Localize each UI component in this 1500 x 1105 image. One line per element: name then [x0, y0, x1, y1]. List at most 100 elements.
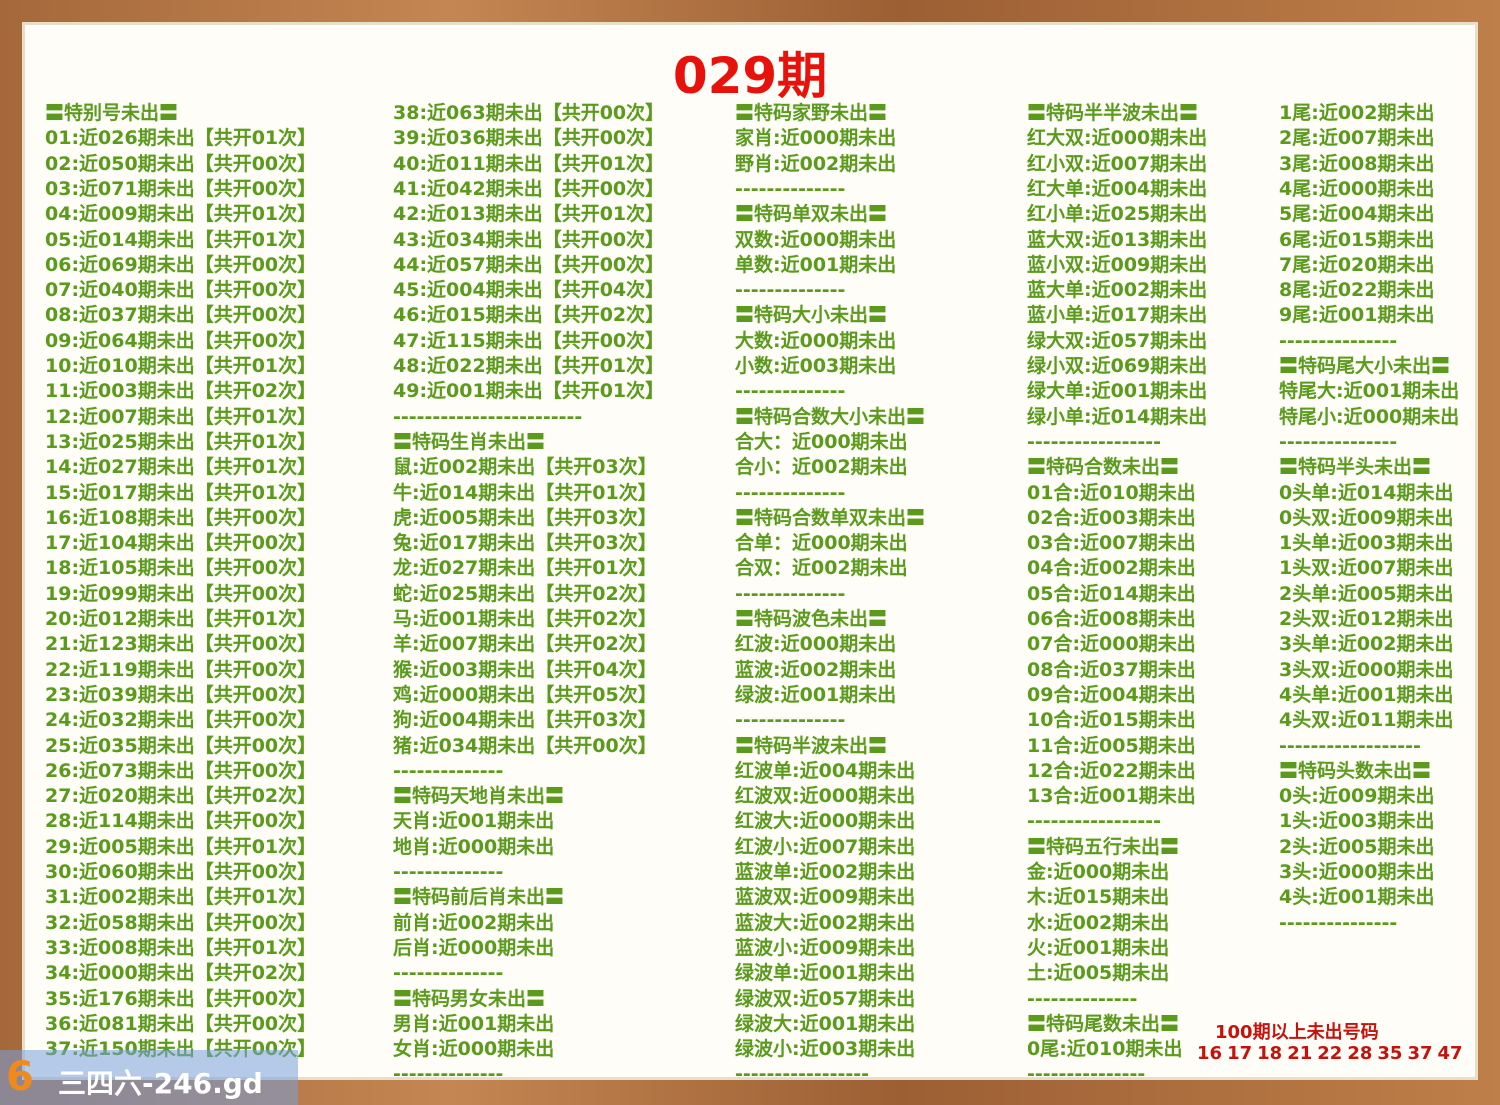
number: 47 — [1437, 1043, 1463, 1064]
line: 10:近010期未出【共开01次】 — [45, 355, 317, 377]
line: 蓝波小:近009期未出 — [735, 936, 916, 959]
line: 蓝波双:近009期未出 — [735, 886, 916, 909]
line: 蓝波:近002期未出 — [735, 658, 897, 681]
line: 1头单:近003期未出 — [1279, 532, 1454, 555]
line: 〓特码生肖未出〓 — [393, 430, 546, 453]
line: 红波大:近000期未出 — [735, 810, 916, 833]
line: 〓特码合数单双未出〓 — [735, 506, 926, 529]
line: 06:近069期未出【共开00次】 — [45, 253, 317, 276]
line: 单数:近001期未出 — [735, 253, 897, 276]
line: 1尾:近002期未出 — [1279, 102, 1435, 124]
line: 蛇:近025期未出【共开02次】 — [393, 582, 657, 605]
line: 〓特码半头未出〓 — [1279, 456, 1432, 479]
line: ----------------- — [1027, 810, 1162, 833]
line: 04合:近002期未出 — [1027, 557, 1196, 580]
line: 绿波:近001期未出 — [735, 683, 897, 706]
line: 合大：近000期未出 — [735, 430, 908, 453]
line: 合双：近002期未出 — [735, 557, 908, 580]
line: -------------- — [1027, 987, 1138, 1010]
line: 绿波小:近003期未出 — [735, 1038, 916, 1061]
line: 火:近001期未出 — [1027, 936, 1170, 959]
line: 3尾:近008期未出 — [1279, 152, 1435, 175]
line: 土:近005期未出 — [1027, 962, 1170, 985]
line: 兔:近017期未出【共开03次】 — [393, 532, 657, 555]
line: 43:近034期未出【共开00次】 — [393, 228, 665, 251]
line: 猴:近003期未出【共开04次】 — [393, 658, 657, 681]
line: 绿小双:近069期未出 — [1027, 355, 1208, 377]
line: 〓特码天地肖未出〓 — [393, 785, 565, 808]
line: 特尾小:近000期未出 — [1279, 405, 1460, 428]
line: 龙:近027期未出【共开01次】 — [393, 557, 657, 580]
line: 05:近014期未出【共开01次】 — [45, 228, 317, 251]
line: 05合:近014期未出 — [1027, 582, 1196, 605]
line: 13:近025期未出【共开01次】 — [45, 430, 317, 453]
line: 4尾:近000期未出 — [1279, 177, 1435, 200]
line: 红大双:近000期未出 — [1027, 127, 1208, 150]
line: -------------- — [393, 962, 504, 985]
line: 虎:近005期未出【共开03次】 — [393, 506, 657, 529]
line: 19:近099期未出【共开00次】 — [45, 582, 317, 605]
number: 18 — [1257, 1043, 1283, 1064]
line: 红波小:近007期未出 — [735, 835, 916, 858]
line: 06合:近008期未出 — [1027, 608, 1196, 630]
line: 〓特码尾数未出〓 — [1027, 1012, 1180, 1035]
line: 4头:近001期未出 — [1279, 886, 1435, 909]
line: -------------- — [735, 279, 846, 302]
line: 蓝大单:近002期未出 — [1027, 279, 1208, 302]
number: 35 — [1377, 1043, 1403, 1064]
line: 8尾:近022期未出 — [1279, 279, 1435, 302]
line: 07合:近000期未出 — [1027, 633, 1196, 656]
line: -------------- — [735, 177, 846, 200]
line: 〓特码半波未出〓 — [735, 734, 888, 757]
line: 〓特码半半波未出〓 — [1027, 102, 1199, 124]
line: 35:近176期未出【共开00次】 — [45, 987, 317, 1010]
line: -------------- — [735, 709, 846, 732]
line: 33:近008期未出【共开01次】 — [45, 936, 317, 959]
line: 0头单:近014期未出 — [1279, 481, 1454, 504]
line: 天肖:近001期未出 — [393, 810, 555, 833]
line: 2尾:近007期未出 — [1279, 127, 1435, 150]
line: 木:近015期未出 — [1027, 886, 1170, 909]
line: 13合:近001期未出 — [1027, 785, 1196, 808]
line: 24:近032期未出【共开00次】 — [45, 709, 317, 732]
line: 25:近035期未出【共开00次】 — [45, 734, 317, 757]
line: 20:近012期未出【共开01次】 — [45, 608, 317, 630]
line: 09合:近004期未出 — [1027, 683, 1196, 706]
line: --------------- — [1279, 430, 1398, 453]
line: 野肖:近002期未出 — [735, 152, 897, 175]
line: 金:近000期未出 — [1027, 861, 1170, 883]
line: 2头双:近012期未出 — [1279, 608, 1454, 630]
line: 红波单:近004期未出 — [735, 759, 916, 782]
line: 大数:近000期未出 — [735, 329, 897, 352]
line: 蓝小双:近009期未出 — [1027, 253, 1208, 276]
line: 〓特别号未出〓 — [45, 102, 179, 124]
line: 16:近108期未出【共开00次】 — [45, 506, 317, 529]
number: 22 — [1317, 1043, 1343, 1064]
panel — [22, 22, 1478, 1080]
line: 18:近105期未出【共开00次】 — [45, 557, 317, 580]
number: 16 — [1197, 1043, 1223, 1064]
line: 9尾:近001期未出 — [1279, 304, 1435, 327]
line: 3头:近000期未出 — [1279, 861, 1435, 883]
line: 04:近009期未出【共开01次】 — [45, 203, 317, 226]
line: 〓特码单双未出〓 — [735, 203, 888, 226]
line: 09:近064期未出【共开00次】 — [45, 329, 317, 352]
line: 鸡:近000期未出【共开05次】 — [393, 683, 657, 706]
line: 21:近123期未出【共开00次】 — [45, 633, 317, 656]
number: 17 — [1227, 1043, 1253, 1064]
line: 家肖:近000期未出 — [735, 127, 897, 150]
line: 猪:近034期未出【共开00次】 — [393, 734, 657, 757]
number: 28 — [1347, 1043, 1373, 1064]
line: ------------------ — [1279, 734, 1421, 757]
line: 红大单:近004期未出 — [1027, 177, 1208, 200]
line: 01合:近010期未出 — [1027, 481, 1196, 504]
line: 47:近115期未出【共开00次】 — [393, 329, 665, 352]
line: --------------- — [1279, 911, 1398, 934]
line: 1头:近003期未出 — [1279, 810, 1435, 833]
line: 0头:近009期未出 — [1279, 785, 1435, 808]
title: 029期 — [672, 47, 828, 105]
line: 32:近058期未出【共开00次】 — [45, 911, 317, 934]
line: 3头单:近002期未出 — [1279, 633, 1454, 656]
line: 〓特码大小未出〓 — [735, 304, 888, 327]
